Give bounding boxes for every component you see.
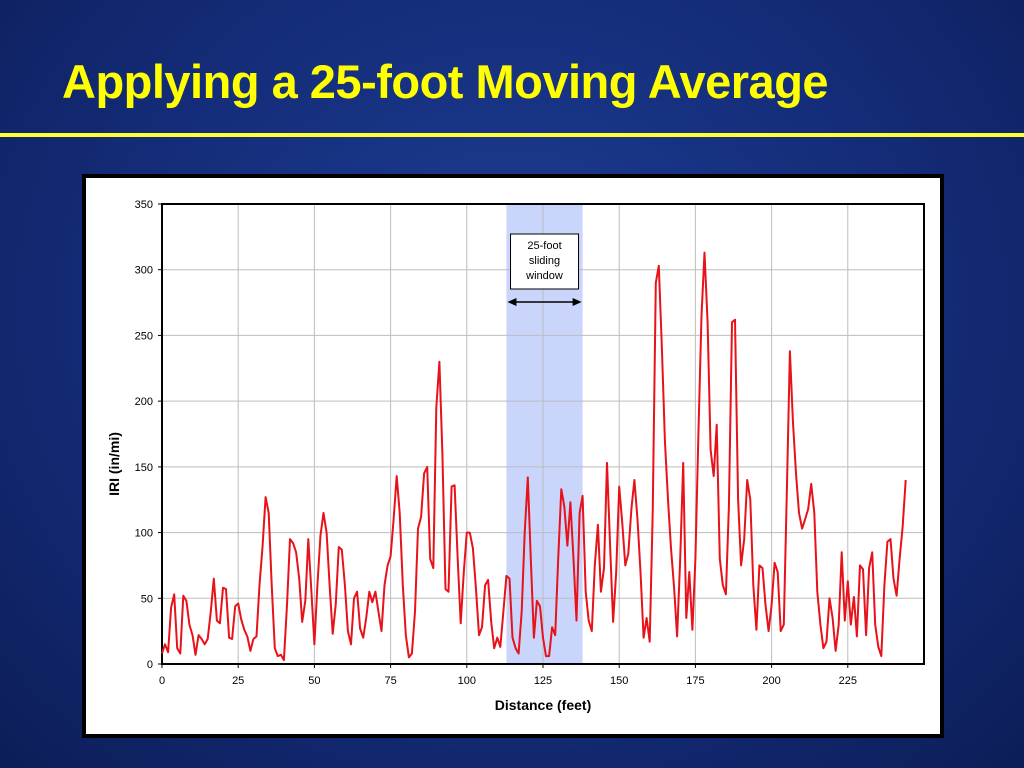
x-tick-label: 0 bbox=[159, 675, 165, 687]
arrowhead-left bbox=[507, 298, 517, 306]
window-callout-box bbox=[510, 233, 580, 290]
x-tick-label: 100 bbox=[458, 675, 476, 687]
y-tick-label: 250 bbox=[135, 330, 153, 342]
y-tick-label: 350 bbox=[135, 199, 153, 211]
x-tick-label: 175 bbox=[686, 675, 704, 687]
y-tick-label: 100 bbox=[135, 528, 153, 540]
iri-series-line bbox=[161, 251, 907, 662]
window-callout-label: 25-foot bbox=[527, 240, 561, 252]
title-underline bbox=[0, 133, 1024, 137]
y-axis-title: IRI (in/mi) bbox=[106, 432, 122, 496]
iri-line-chart: 0 50 100 150 200 250 300 350 0 25 50 75 100 125 150 175… bbox=[106, 199, 925, 713]
x-tick-label: 75 bbox=[384, 675, 396, 687]
chart-frame: 0 50 100 150 200 250 300 350 0 25 50 75 100 125 150 175… bbox=[82, 174, 944, 738]
x-axis-title: Distance (feet) bbox=[495, 697, 591, 713]
y-tick-label: 150 bbox=[135, 462, 153, 474]
chart-panel: 0 50 100 150 200 250 300 350 0 25 50 75 100 125 150 175… bbox=[86, 178, 940, 734]
x-tick-label: 150 bbox=[610, 675, 628, 687]
x-tick-label: 125 bbox=[534, 675, 552, 687]
window-callout-label: sliding bbox=[529, 255, 560, 267]
x-tick-label: 200 bbox=[762, 675, 780, 687]
x-tick-label: 225 bbox=[839, 675, 857, 687]
y-tick-label: 200 bbox=[135, 396, 153, 408]
x-tick-label: 50 bbox=[308, 675, 320, 687]
y-tick-label: 0 bbox=[147, 659, 153, 671]
y-tick-label: 300 bbox=[135, 265, 153, 277]
y-tick-label: 50 bbox=[141, 593, 153, 605]
window-callout-label: window bbox=[525, 270, 563, 282]
arrowhead-right bbox=[572, 298, 582, 306]
x-tick-label: 25 bbox=[232, 675, 244, 687]
slide-title: Applying a 25-foot Moving Average bbox=[62, 55, 829, 108]
